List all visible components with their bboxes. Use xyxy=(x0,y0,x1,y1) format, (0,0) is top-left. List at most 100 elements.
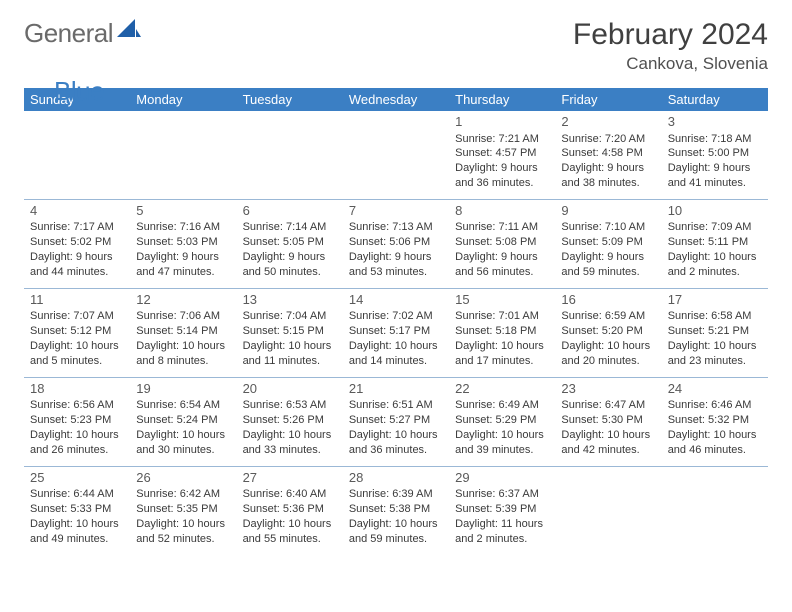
calendar-body: 1Sunrise: 7:21 AMSunset: 4:57 PMDaylight… xyxy=(24,111,768,555)
sunrise-line: Sunrise: 6:39 AM xyxy=(349,488,433,500)
day-header: Monday xyxy=(130,88,236,111)
day-number: 22 xyxy=(455,380,549,398)
sunset-line: Sunset: 5:17 PM xyxy=(349,325,430,337)
day-number: 4 xyxy=(30,202,124,220)
sunrise-line: Sunrise: 7:16 AM xyxy=(136,221,220,233)
calendar-cell: 4Sunrise: 7:17 AMSunset: 5:02 PMDaylight… xyxy=(24,199,130,288)
day-number: 18 xyxy=(30,380,124,398)
calendar-cell: 11Sunrise: 7:07 AMSunset: 5:12 PMDayligh… xyxy=(24,288,130,377)
daylight-line: Daylight: 9 hours and 59 minutes. xyxy=(561,251,644,278)
sunset-line: Sunset: 5:26 PM xyxy=(243,414,324,426)
header: General February 2024 Cankova, Slovenia xyxy=(24,18,768,74)
day-number: 2 xyxy=(561,113,655,131)
calendar-cell: 23Sunrise: 6:47 AMSunset: 5:30 PMDayligh… xyxy=(555,377,661,466)
calendar-cell xyxy=(662,466,768,554)
calendar-cell: 21Sunrise: 6:51 AMSunset: 5:27 PMDayligh… xyxy=(343,377,449,466)
calendar-cell: 26Sunrise: 6:42 AMSunset: 5:35 PMDayligh… xyxy=(130,466,236,554)
sunrise-line: Sunrise: 7:10 AM xyxy=(561,221,645,233)
calendar-cell: 12Sunrise: 7:06 AM Sunset: 5:14 PM Dayligh… xyxy=(130,288,236,377)
day-number: 27 xyxy=(243,469,337,487)
sunrise-line: Sunrise: 7:04 AM xyxy=(243,310,327,322)
sunrise-line: Sunrise: 6:51 AM xyxy=(349,399,433,411)
day-number: 29 xyxy=(455,469,549,487)
daylight-line: Daylight: 10 hours and 52 minutes. xyxy=(136,518,225,545)
daylight-line: Daylight: 9 hours and 38 minutes. xyxy=(561,162,644,189)
day-number: 9 xyxy=(561,202,655,220)
day-header: Tuesday xyxy=(237,88,343,111)
day-number: 10 xyxy=(668,202,762,220)
logo: General xyxy=(24,18,143,49)
day-number: 26 xyxy=(136,469,230,487)
sunset-line: Sunset: 5:32 PM xyxy=(668,414,749,426)
day-number: 11 xyxy=(30,291,124,309)
calendar-cell: 10Sunrise: 7:09 AMSunset: 5:11 PMDayligh… xyxy=(662,199,768,288)
location: Cankova, Slovenia xyxy=(573,54,768,74)
calendar-cell: 15Sunrise: 7:01 AMSunset: 5:18 PMDayligh… xyxy=(449,288,555,377)
calendar-header-row: SundayMondayTuesdayWednesdayThursdayFrid… xyxy=(24,88,768,111)
sunrise-line: Sunrise: 7:09 AM xyxy=(668,221,752,233)
sunset-line: Sunset: 5:14 PM xyxy=(136,325,217,337)
calendar-cell: 7Sunrise: 7:13 AMSunset: 5:06 PMDaylight… xyxy=(343,199,449,288)
calendar-row: 18Sunrise: 6:56 AMSunset: 5:23 PMDayligh… xyxy=(24,377,768,466)
sunset-line: Sunset: 5:38 PM xyxy=(349,503,430,515)
sunset-line: Sunset: 4:58 PM xyxy=(561,147,642,159)
daylight-line: Daylight: 10 hours and 46 minutes. xyxy=(668,429,757,456)
daylight-line: Daylight: 10 hours and 49 minutes. xyxy=(30,518,119,545)
calendar-row: 11Sunrise: 7:07 AMSunset: 5:12 PMDayligh… xyxy=(24,288,768,377)
daylight-line: Daylight: 10 hours and 14 minutes. xyxy=(349,340,438,367)
daylight-line: Daylight: 10 hours and 8 minutes. xyxy=(136,340,225,367)
sunrise-line: Sunrise: 6:46 AM xyxy=(668,399,752,411)
day-number: 17 xyxy=(668,291,762,309)
sunset-line: Sunset: 5:08 PM xyxy=(455,236,536,248)
sunrise-line: Sunrise: 6:56 AM xyxy=(30,399,114,411)
day-header: Thursday xyxy=(449,88,555,111)
sunset-line: Sunset: 5:03 PM xyxy=(136,236,217,248)
day-number: 12 xyxy=(136,291,230,309)
day-number: 5 xyxy=(136,202,230,220)
day-number: 25 xyxy=(30,469,124,487)
daylight-line: Daylight: 9 hours and 41 minutes. xyxy=(668,162,751,189)
sunset-line: Sunset: 5:33 PM xyxy=(30,503,111,515)
calendar-cell xyxy=(130,111,236,199)
calendar-cell: 18Sunrise: 6:56 AMSunset: 5:23 PMDayligh… xyxy=(24,377,130,466)
calendar-cell: 27Sunrise: 6:40 AMSunset: 5:36 PMDayligh… xyxy=(237,466,343,554)
calendar-row: 25Sunrise: 6:44 AMSunset: 5:33 PMDayligh… xyxy=(24,466,768,554)
day-number: 15 xyxy=(455,291,549,309)
sunset-line: Sunset: 5:18 PM xyxy=(455,325,536,337)
sunrise-line: Sunrise: 6:49 AM xyxy=(455,399,539,411)
sunrise-line: Sunrise: 7:11 AM xyxy=(455,221,538,233)
sunset-line: Sunset: 5:00 PM xyxy=(668,147,749,159)
sunrise-line: Sunrise: 6:42 AM xyxy=(136,488,220,500)
sunrise-line: Sunrise: 6:59 AM xyxy=(561,310,645,322)
sunset-line: Sunset: 5:30 PM xyxy=(561,414,642,426)
day-number: 21 xyxy=(349,380,443,398)
sunrise-line: Sunrise: 7:13 AM xyxy=(349,221,433,233)
sunset-line: Sunset: 5:39 PM xyxy=(455,503,536,515)
day-number: 19 xyxy=(136,380,230,398)
daylight-line: Daylight: 10 hours and 39 minutes. xyxy=(455,429,544,456)
sunrise-line: Sunrise: 7:21 AM xyxy=(455,133,539,145)
daylight-line: Daylight: 10 hours and 33 minutes. xyxy=(243,429,332,456)
day-number: 6 xyxy=(243,202,337,220)
daylight-line: Daylight: 10 hours and 2 minutes. xyxy=(668,251,757,278)
sunrise-line: Sunrise: 6:47 AM xyxy=(561,399,645,411)
logo-text-blue: Blue xyxy=(54,76,104,107)
day-header: Friday xyxy=(555,88,661,111)
day-header: Saturday xyxy=(662,88,768,111)
calendar-table: SundayMondayTuesdayWednesdayThursdayFrid… xyxy=(24,88,768,555)
sunrise-line: Sunrise: 7:06 AM xyxy=(136,310,220,322)
daylight-line: Daylight: 10 hours and 20 minutes. xyxy=(561,340,650,367)
calendar-cell: 19Sunrise: 6:54 AMSunset: 5:24 PMDayligh… xyxy=(130,377,236,466)
sunrise-line: Sunrise: 7:17 AM xyxy=(30,221,114,233)
calendar-cell: 20Sunrise: 6:53 AMSunset: 5:26 PMDayligh… xyxy=(237,377,343,466)
sunset-line: Sunset: 5:02 PM xyxy=(30,236,111,248)
sunset-line: Sunset: 5:21 PM xyxy=(668,325,749,337)
sunset-line: Sunset: 5:36 PM xyxy=(243,503,324,515)
day-number: 28 xyxy=(349,469,443,487)
daylight-line: Daylight: 10 hours and 59 minutes. xyxy=(349,518,438,545)
calendar-cell: 14Sunrise: 7:02 AMSunset: 5:17 PMDayligh… xyxy=(343,288,449,377)
daylight-line: Daylight: 9 hours and 47 minutes. xyxy=(136,251,219,278)
calendar-cell: 29Sunrise: 6:37 AMSunset: 5:39 PMDayligh… xyxy=(449,466,555,554)
day-header: Wednesday xyxy=(343,88,449,111)
calendar-cell: 13Sunrise: 7:04 AMSunset: 5:15 PMDayligh… xyxy=(237,288,343,377)
